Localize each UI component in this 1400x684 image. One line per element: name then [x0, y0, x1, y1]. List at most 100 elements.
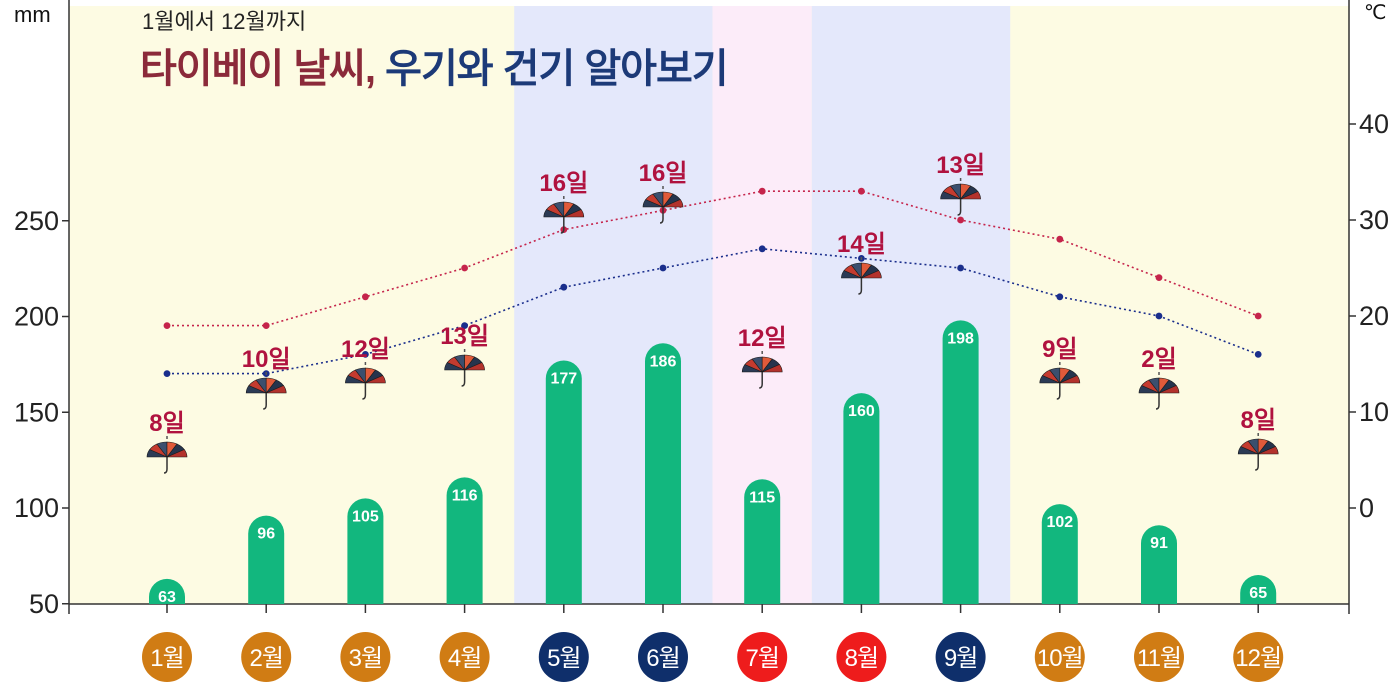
umbrella-panel	[1258, 446, 1279, 455]
month-badge	[439, 632, 490, 682]
rainfall-value-label: 63	[158, 589, 176, 606]
right-axis-unit: ℃	[1364, 2, 1387, 24]
rain-days-label: 14일	[837, 231, 886, 258]
month-label: 5월	[547, 645, 580, 672]
month-label: 4월	[448, 645, 481, 672]
temperature-lines	[163, 187, 1262, 377]
month-labels: 1월 2월 3월 4월 5월 6월 7월 8월 9월 10월 11월 12월	[142, 632, 1284, 682]
rainfall-value-label: 116	[452, 487, 478, 504]
rain-day-markers: 8일 10일 12일 13일 16일 16일 12일 14일 13일 9일 2일 8일	[146, 152, 1279, 474]
umbrella-panel	[662, 199, 684, 208]
rainfall-bar	[149, 578, 185, 604]
rain-days-label: 12일	[738, 325, 787, 352]
low-temperature-point	[163, 370, 171, 377]
right-tick-label: 20	[1359, 301, 1389, 331]
rainfall-bar	[843, 393, 880, 604]
low-temperature-point	[1056, 293, 1064, 301]
umbrella-handle	[858, 278, 863, 295]
low-temperature-point	[957, 264, 964, 272]
rainfall-value-label: 160	[848, 403, 875, 420]
rain-days-label: 16일	[639, 160, 688, 187]
axes: 50 100 150 200 250 0 10 20 30 40	[14, 0, 1389, 619]
chart-title: 타이베이 날씨, 우기와 건기 알아보기	[140, 36, 729, 94]
umbrella-panel	[365, 375, 386, 384]
rainfall-bar	[942, 320, 979, 604]
chart-title-part2: 우기와 건기 알아보기	[385, 47, 728, 91]
umbrella-panel	[266, 385, 287, 394]
rain-days-label: 9일	[1042, 336, 1077, 363]
high-temperature-point	[461, 264, 468, 272]
rain-days-label: 8일	[1240, 407, 1275, 434]
chart-subtitle: 1월에서 12월까지	[142, 9, 307, 34]
umbrella-icon	[1237, 433, 1279, 471]
rain-days-label: 12일	[341, 336, 390, 363]
rainfall-value-label: 198	[947, 330, 974, 347]
rainfall-bars: 63 96 105 116 177 186 115 160 198 102 91 65	[149, 320, 1277, 606]
rainfall-bar	[1240, 575, 1277, 604]
high-temperature-point	[957, 216, 964, 224]
right-tick-label: 30	[1359, 205, 1389, 235]
umbrella-icon	[1138, 372, 1180, 410]
umbrella-handle	[163, 457, 168, 474]
rainfall-bar	[545, 360, 582, 604]
umbrella-handle	[560, 217, 565, 234]
rain-days-label: 13일	[936, 152, 985, 179]
high-temperature-point	[1056, 235, 1064, 243]
umbrella-panel	[563, 209, 585, 218]
month-badge	[1034, 632, 1085, 682]
right-tick-label: 40	[1359, 109, 1389, 139]
umbrella-icon	[741, 351, 783, 389]
umbrella-icon	[543, 196, 585, 234]
umbrella-panel	[861, 270, 882, 279]
month-badge	[340, 632, 391, 682]
month-label: 8월	[845, 645, 878, 672]
month-label: 1월	[150, 645, 183, 672]
rainfall-bar	[347, 498, 384, 604]
umbrella-icon	[642, 186, 684, 224]
month-badge	[737, 632, 788, 682]
month-label: 12월	[1235, 645, 1281, 672]
rainfall-value-label: 96	[257, 526, 275, 543]
low-temperature-point	[560, 283, 568, 291]
rain-days-label: 2일	[1141, 346, 1176, 373]
left-tick-label: 200	[14, 302, 59, 332]
umbrella-handle	[1155, 393, 1160, 410]
high-temperature-point	[362, 293, 369, 301]
high-temperature-point	[1254, 312, 1262, 320]
low-temperature-point	[1155, 312, 1163, 320]
rainfall-value-label: 91	[1150, 535, 1168, 552]
low-temperature-point	[461, 322, 468, 329]
left-tick-label: 250	[14, 206, 59, 236]
month-badge	[538, 632, 589, 682]
month-label: 7월	[745, 645, 778, 672]
rain-days-label: 13일	[440, 323, 489, 350]
umbrella-handle	[1255, 454, 1259, 471]
month-label: 6월	[646, 645, 679, 672]
low-temperature-point	[362, 351, 369, 358]
wet-season-band	[514, 6, 713, 604]
rainfall-bar	[1141, 525, 1177, 604]
high-temperature-line	[167, 190, 1259, 327]
month-label: 2월	[249, 645, 282, 672]
wet-season-band	[811, 6, 1011, 604]
high-temperature-point	[1155, 274, 1163, 281]
month-label: 9월	[944, 645, 977, 672]
umbrella-panel	[960, 191, 981, 200]
month-badge	[638, 632, 688, 682]
right-tick-label: 10	[1359, 397, 1389, 427]
umbrella-handle	[659, 207, 664, 224]
high-temperature-point	[262, 322, 270, 329]
umbrella-handle	[1056, 383, 1061, 400]
right-tick-label: 0	[1359, 493, 1374, 523]
umbrella-handle	[362, 383, 367, 400]
rainfall-bar	[446, 477, 483, 604]
rainfall-bar	[248, 515, 285, 604]
rainfall-value-label: 186	[650, 353, 677, 370]
umbrella-panel	[1158, 385, 1180, 394]
umbrella-panel	[762, 364, 783, 373]
month-badge	[836, 632, 887, 682]
rain-days-label: 10일	[242, 346, 291, 373]
rainfall-value-label: 177	[550, 371, 577, 388]
